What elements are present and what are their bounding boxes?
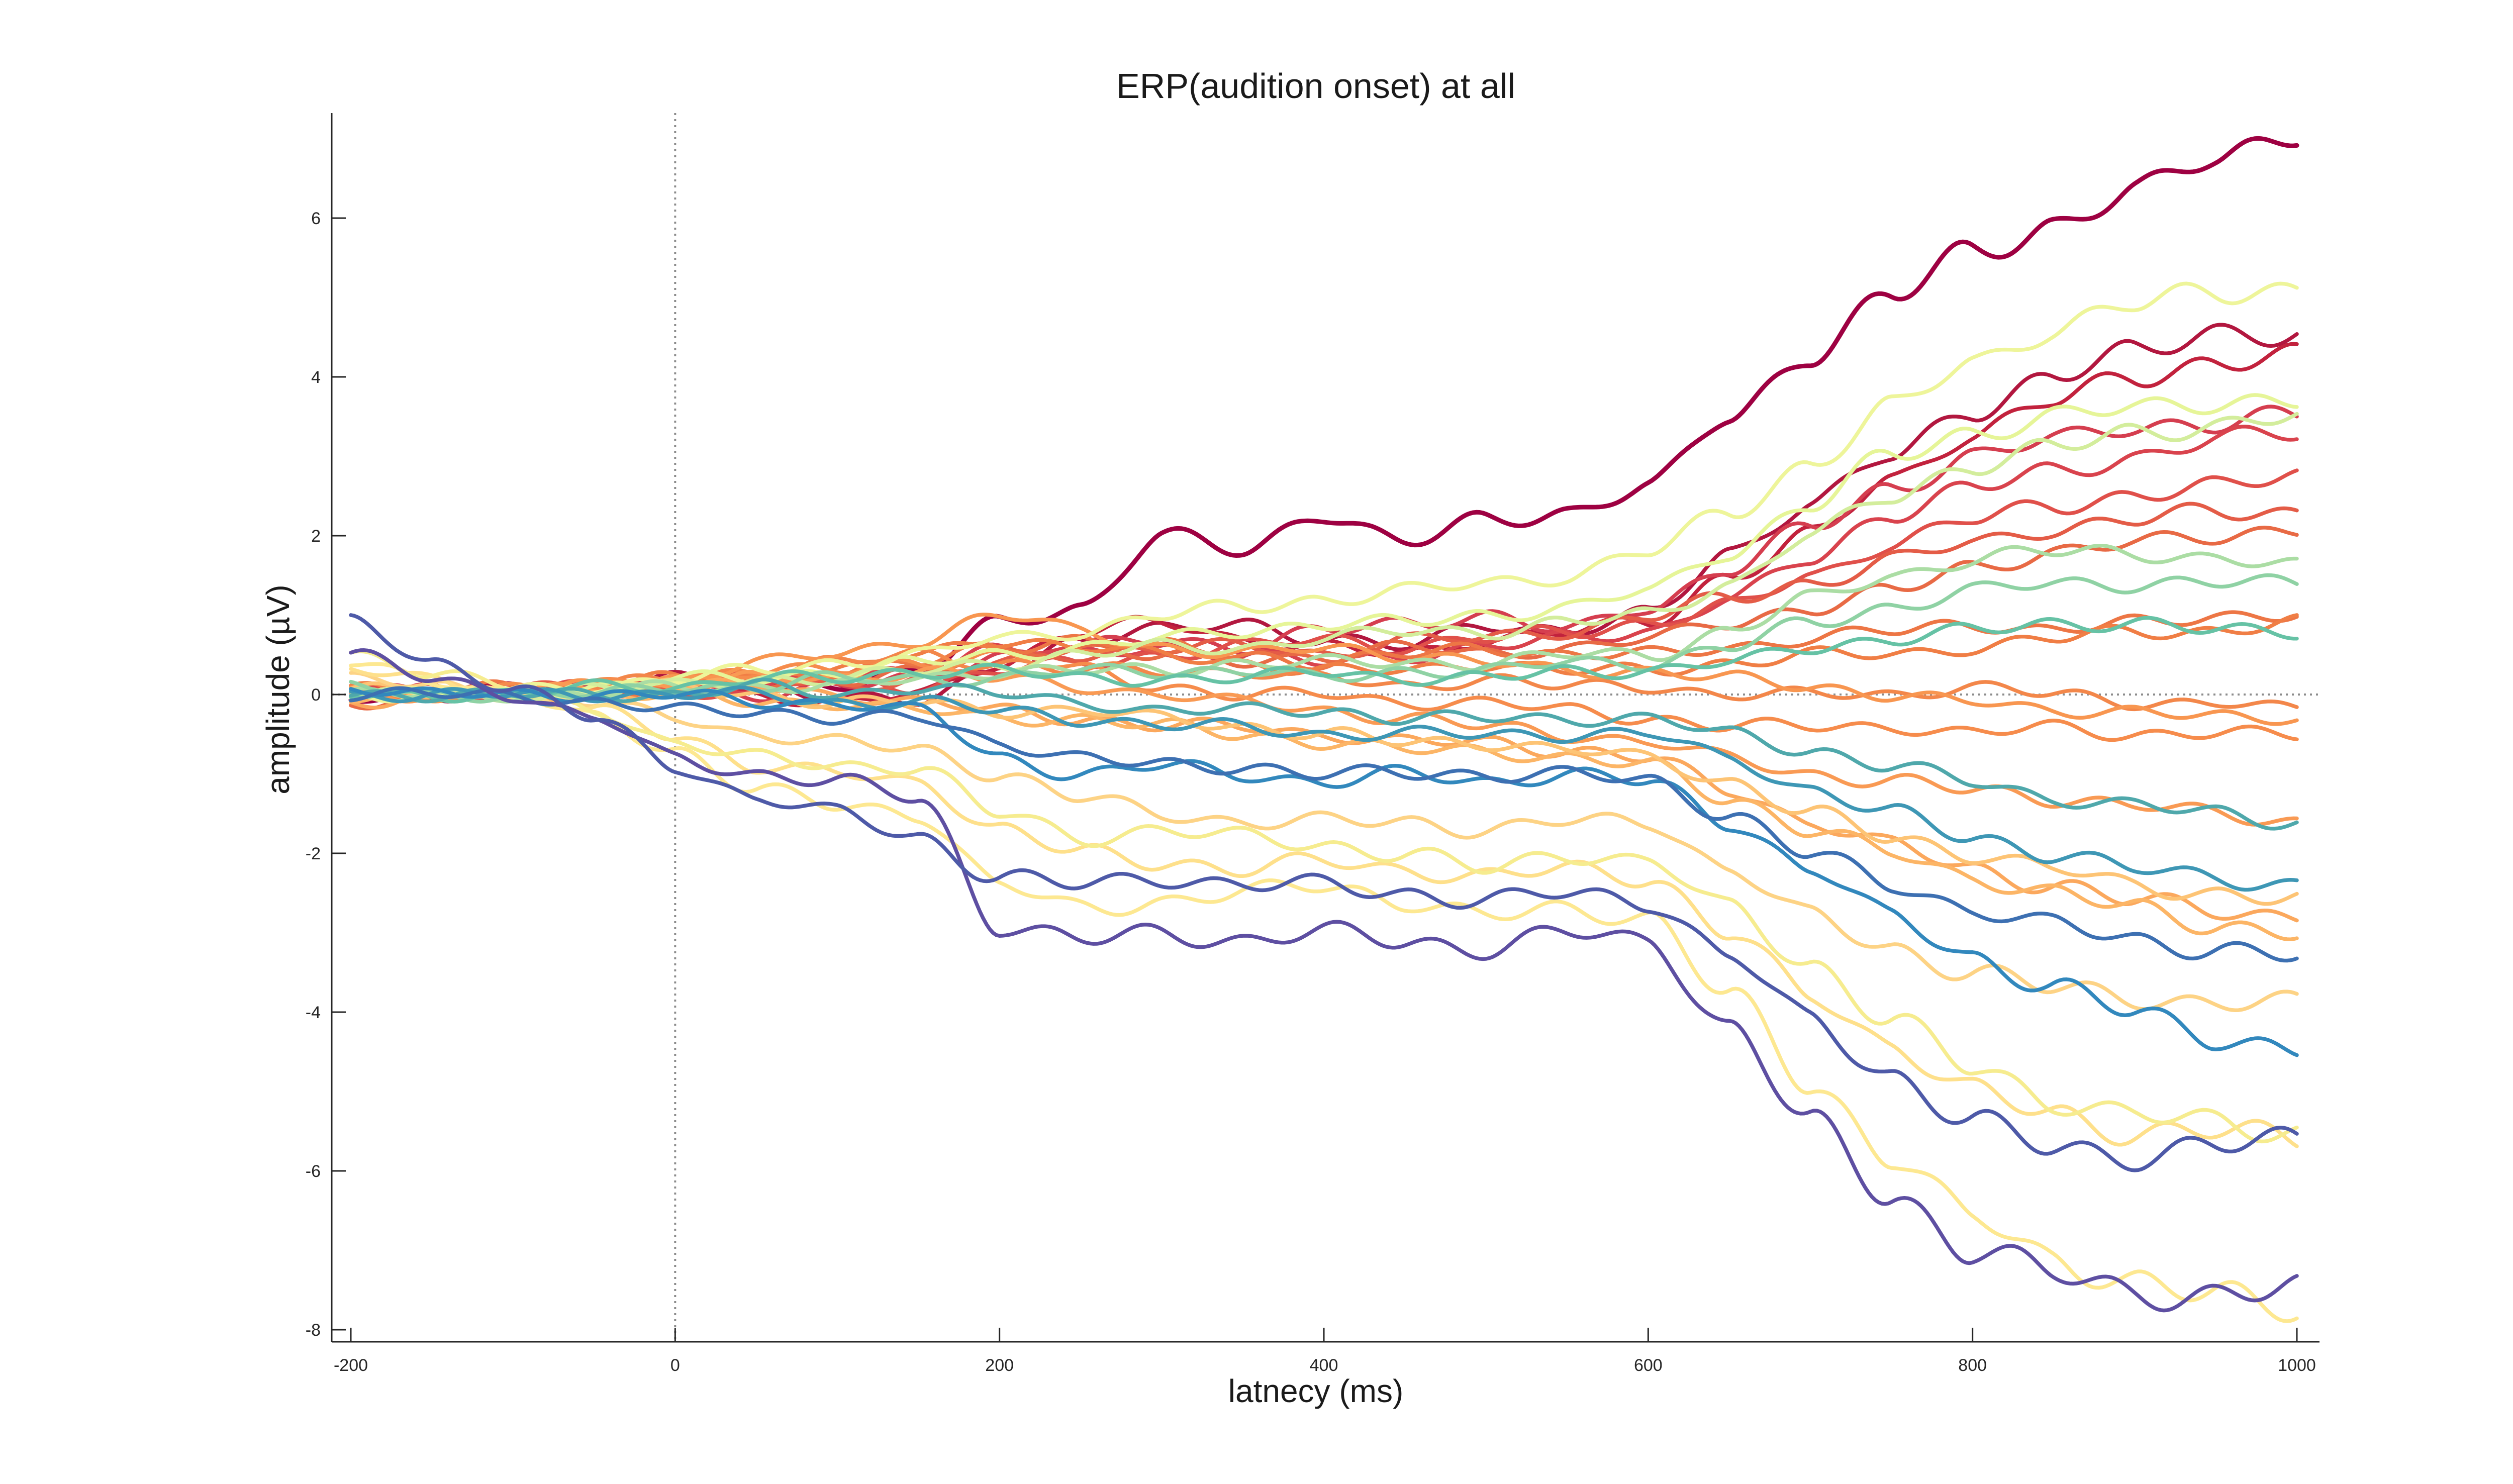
y-axis-ticks: -8 -6 -4 -2 0 2 4 6 bbox=[306, 209, 346, 1340]
x-tick-label: 0 bbox=[670, 1356, 680, 1375]
axes bbox=[331, 113, 2319, 1343]
x-axis-label: latnecy (ms) bbox=[1228, 1373, 1404, 1409]
y-axis-label: amplitude (µV) bbox=[260, 584, 296, 794]
erp-series-line bbox=[349, 616, 2299, 704]
y-tick-label: -6 bbox=[306, 1162, 321, 1181]
erp-series-line bbox=[349, 412, 2299, 703]
erp-series-line bbox=[349, 686, 2299, 963]
y-tick-label: -8 bbox=[306, 1321, 321, 1340]
y-tick-label: 0 bbox=[311, 685, 321, 705]
erp-series-line bbox=[349, 281, 2299, 704]
erp-series-line bbox=[349, 649, 2299, 1144]
erp-series-line bbox=[349, 543, 2299, 704]
y-tick-label: 6 bbox=[311, 209, 321, 228]
erp-series-line bbox=[349, 686, 2299, 1057]
erp-series-line bbox=[349, 671, 2299, 1013]
erp-series-line bbox=[349, 662, 2299, 1323]
plot-area: -200 0 200 400 600 800 1000 -8 -6 -4 -2 0 2 4 6 bbox=[306, 113, 2319, 1375]
x-tick-label: 1000 bbox=[2278, 1356, 2316, 1375]
chart-title: ERP(audition onset) at all bbox=[1116, 66, 1515, 106]
series-layer bbox=[348, 136, 2299, 1323]
x-tick-label: 200 bbox=[985, 1356, 1014, 1375]
erp-series-line bbox=[349, 648, 2299, 1313]
erp-series-line bbox=[349, 613, 2299, 1172]
x-tick-label: 600 bbox=[1634, 1356, 1663, 1375]
x-tick-label: 400 bbox=[1310, 1356, 1338, 1375]
x-tick-label: 800 bbox=[1958, 1356, 1987, 1375]
erp-series-line bbox=[349, 667, 2299, 1148]
y-tick-label: 4 bbox=[311, 368, 321, 387]
y-tick-label: -2 bbox=[306, 844, 321, 863]
x-axis-ticks: -200 0 200 400 600 800 1000 bbox=[334, 1328, 2316, 1375]
y-tick-label: -4 bbox=[306, 1003, 321, 1022]
x-tick-label: -200 bbox=[334, 1356, 368, 1375]
erp-series-line bbox=[349, 677, 2299, 831]
y-tick-label: 2 bbox=[311, 527, 321, 546]
